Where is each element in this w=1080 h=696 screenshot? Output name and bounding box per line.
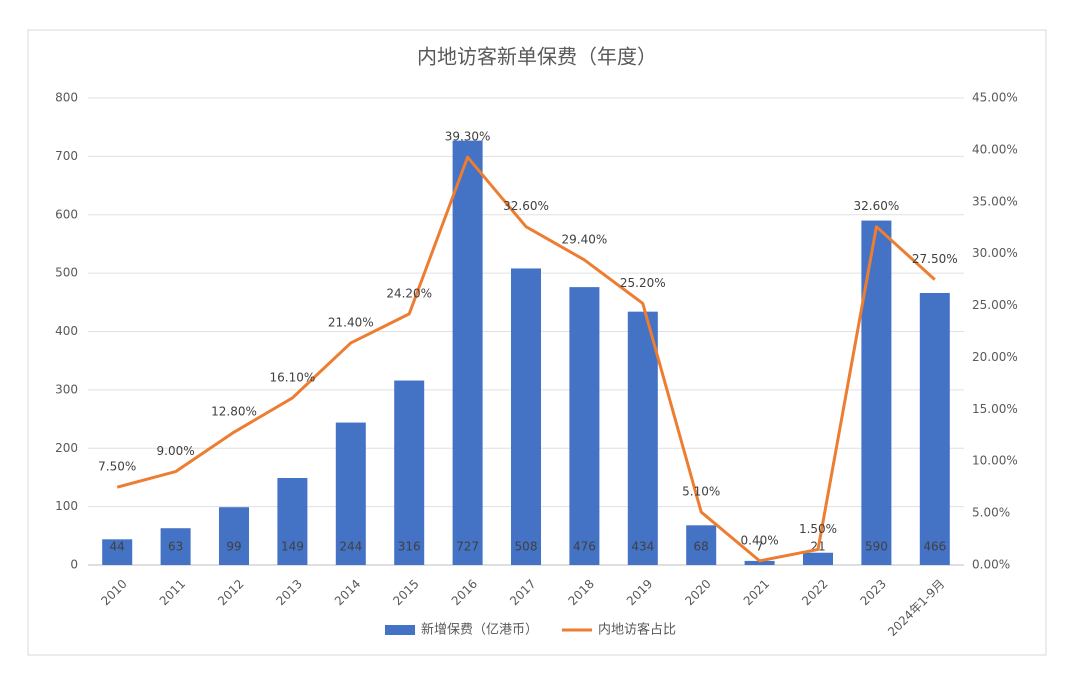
line-value-label: 39.30% xyxy=(445,130,491,144)
y2-tick-label: 40.00% xyxy=(972,142,1018,156)
bar-value-label: 316 xyxy=(398,540,421,554)
bar xyxy=(102,539,133,565)
line-value-label: 24.20% xyxy=(386,286,432,300)
line-value-label: 29.40% xyxy=(562,232,608,246)
line-value-label: 9.00% xyxy=(157,444,195,458)
line-value-label: 32.60% xyxy=(503,199,549,213)
y-tick-label: 500 xyxy=(55,266,78,280)
y-tick-label: 700 xyxy=(55,149,78,163)
y2-tick-label: 10.00% xyxy=(972,454,1018,468)
line-value-label: 12.80% xyxy=(211,405,257,419)
y-tick-label: 400 xyxy=(55,324,78,338)
line-value-label: 21.40% xyxy=(328,315,374,329)
bar xyxy=(919,292,950,565)
y2-tick-label: 0.00% xyxy=(972,558,1010,572)
line-value-label: 25.20% xyxy=(620,276,666,290)
bar-value-label: 149 xyxy=(281,540,304,554)
bar xyxy=(277,478,308,565)
bar xyxy=(394,380,425,565)
bar xyxy=(744,560,775,565)
y2-tick-label: 5.00% xyxy=(972,506,1010,520)
y2-tick-label: 15.00% xyxy=(972,402,1018,416)
bar xyxy=(803,552,833,565)
y-tick-label: 800 xyxy=(55,91,78,105)
y-tick-label: 200 xyxy=(55,441,78,455)
bar-value-label: 68 xyxy=(694,540,709,554)
y2-tick-label: 20.00% xyxy=(972,350,1018,364)
bar xyxy=(160,528,191,565)
bar xyxy=(627,311,658,565)
y2-tick-label: 45.00% xyxy=(972,91,1018,105)
bar-value-label: 63 xyxy=(168,540,183,554)
line-value-label: 1.50% xyxy=(799,522,837,536)
chart-title: 内地访客新单保费（年度） xyxy=(417,45,657,69)
bar xyxy=(511,268,541,565)
line-value-label: 5.10% xyxy=(682,485,720,499)
line-value-label: 16.10% xyxy=(270,370,316,384)
y-tick-label: 0 xyxy=(70,558,78,572)
y-tick-label: 100 xyxy=(55,499,78,513)
legend-swatch xyxy=(385,625,415,635)
line-value-label: 32.60% xyxy=(854,199,900,213)
bar xyxy=(569,287,600,565)
bar xyxy=(861,220,892,565)
bar xyxy=(335,422,366,565)
bar xyxy=(686,525,717,565)
y2-tick-label: 30.00% xyxy=(972,246,1018,260)
y-tick-label: 600 xyxy=(55,207,78,221)
legend-label: 内地访客占比 xyxy=(598,622,676,638)
bar-value-label: 7 xyxy=(756,540,764,554)
bar xyxy=(219,507,249,565)
bar-value-label: 466 xyxy=(923,540,946,554)
bar-value-label: 44 xyxy=(110,540,125,554)
y2-tick-label: 25.00% xyxy=(972,298,1018,312)
bar xyxy=(452,140,483,565)
line-value-label: 7.50% xyxy=(98,460,136,474)
y2-tick-label: 35.00% xyxy=(972,194,1018,208)
bar-value-label: 508 xyxy=(515,540,538,554)
bar-value-label: 434 xyxy=(631,540,654,554)
legend-label: 新增保费（亿港币） xyxy=(421,622,538,638)
line-value-label: 0.40% xyxy=(741,533,779,547)
line xyxy=(116,155,936,563)
bar-value-label: 244 xyxy=(339,540,362,554)
bar-value-label: 727 xyxy=(456,540,479,554)
bar-value-label: 476 xyxy=(573,540,596,554)
y-tick-label: 300 xyxy=(55,382,78,396)
bar-value-label: 590 xyxy=(865,540,888,554)
line-value-label: 27.50% xyxy=(912,252,958,266)
bar-value-label: 99 xyxy=(226,540,241,554)
